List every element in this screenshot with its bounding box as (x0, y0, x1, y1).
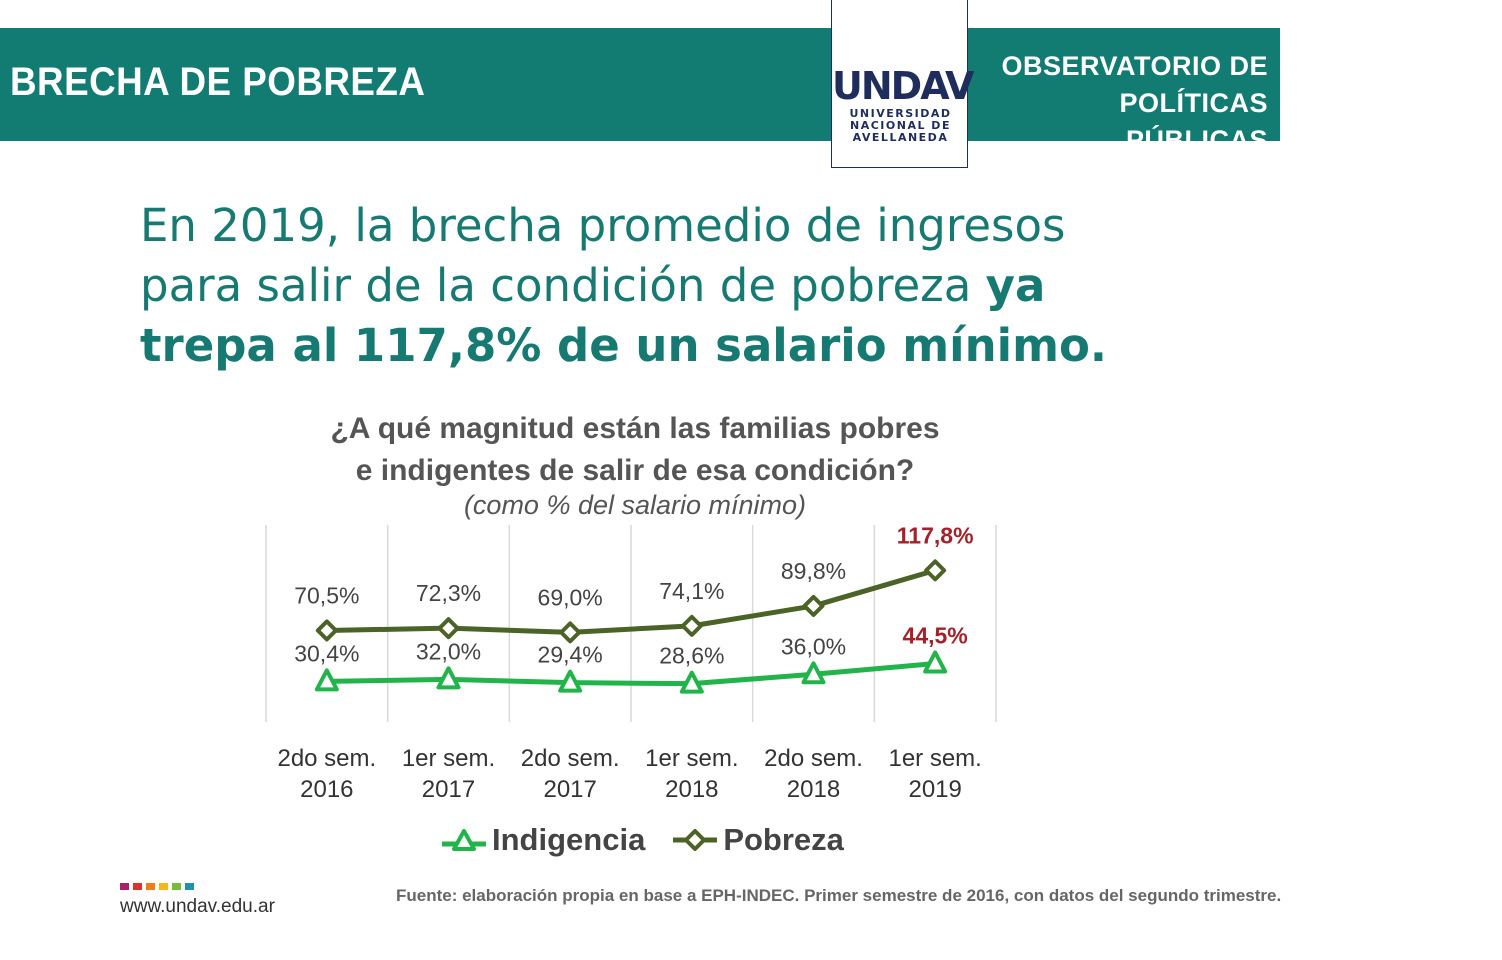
page-title: BRECHA DE POBREZA (10, 60, 426, 104)
data-point (802, 594, 825, 617)
x-tick-label: 2do sem. (764, 745, 863, 772)
legend-item-pobreza: Pobreza (671, 822, 844, 858)
x-tick-label: 2016 (300, 776, 353, 803)
logo-mark: UNDAV (832, 64, 974, 108)
data-point (437, 617, 460, 640)
series-line-indigencia (326, 660, 936, 687)
x-tick-label: 2019 (908, 776, 961, 803)
org-name: OBSERVATORIO DE POLÍTICAS PÚBLICAS (980, 48, 1268, 159)
data-point (680, 614, 703, 637)
data-point (801, 661, 826, 685)
headline-normal: En 2019, la brecha promedio de ingresos … (140, 199, 1066, 312)
legend-triangle-icon (442, 829, 486, 851)
data-label: 117,8% (897, 522, 974, 548)
data-label: 89,8% (781, 558, 846, 584)
data-label: 29,4% (538, 642, 603, 668)
x-tick-label: 2017 (422, 776, 475, 803)
brand-dot (159, 883, 168, 890)
x-tick-label: 2do sem. (521, 745, 620, 772)
data-label: 36,0% (781, 633, 846, 659)
logo-line2: NACIONAL DE (850, 119, 951, 132)
header-banner (0, 28, 1280, 141)
data-point (924, 559, 947, 582)
org-name-line1: OBSERVATORIO DE (1001, 51, 1268, 81)
data-label: 70,5% (294, 582, 359, 608)
data-point (923, 650, 948, 674)
legend-label-indigencia: Indigencia (492, 822, 646, 857)
data-point (314, 668, 339, 692)
x-tick-label: 2do sem. (277, 745, 376, 772)
x-tick-label: 2017 (543, 776, 596, 803)
headline: En 2019, la brecha promedio de ingresos … (140, 196, 1120, 376)
data-label: 72,3% (416, 580, 481, 606)
data-point (315, 619, 338, 642)
brand-dot (146, 883, 155, 890)
legend-item-indigencia: Indigencia (440, 822, 645, 858)
data-label: 32,0% (416, 638, 481, 664)
brand-dots (120, 883, 194, 890)
org-name-line2: POLÍTICAS PÚBLICAS (1119, 88, 1268, 155)
series-line-pobreza (326, 567, 936, 635)
chart-title-line2: e indigentes de salir de esa condición? (355, 454, 915, 487)
data-label: 30,4% (294, 640, 359, 666)
chart-legend: Indigencia Pobreza (440, 818, 844, 862)
x-tick-label: 2018 (787, 776, 840, 803)
x-tick-label: 1er sem. (645, 745, 738, 772)
data-point (558, 669, 583, 693)
brand-dot (185, 883, 194, 890)
undav-logo: UNDAV UNIVERSIDAD NACIONAL DE AVELLANEDA (831, 0, 974, 168)
brand-dot (172, 883, 181, 890)
data-label: 74,1% (659, 578, 724, 604)
chart-title: ¿A qué magnitud están las familias pobre… (285, 408, 985, 492)
source-note: Fuente: elaboración propia en base a EPH… (396, 886, 1282, 905)
data-point (436, 666, 461, 690)
x-tick-label: 1er sem. (402, 745, 495, 772)
logo-line3: AVELLANEDA (852, 131, 949, 144)
website-link[interactable]: www.undav.edu.ar (120, 896, 275, 917)
headline-bold: ya trepa al 117,8% de un salario mínimo. (140, 259, 1107, 372)
data-label: 44,5% (903, 622, 968, 648)
brand-dot (133, 883, 142, 890)
data-point (679, 670, 704, 694)
data-label: 28,6% (659, 643, 724, 669)
x-tick-label: 2018 (665, 776, 718, 803)
legend-label-pobreza: Pobreza (723, 822, 844, 857)
data-point (559, 621, 582, 644)
x-tick-label: 1er sem. (888, 745, 981, 772)
data-label: 69,0% (538, 584, 603, 610)
chart-title-line1: ¿A qué magnitud están las familias pobre… (330, 412, 940, 445)
legend-diamond-icon (673, 829, 718, 851)
logo-line1: UNIVERSIDAD (849, 107, 952, 120)
logo-text: UNIVERSIDAD NACIONAL DE AVELLANEDA (832, 108, 969, 144)
brand-dot (120, 883, 129, 890)
chart-subtitle: (como % del salario mínimo) (463, 490, 807, 520)
